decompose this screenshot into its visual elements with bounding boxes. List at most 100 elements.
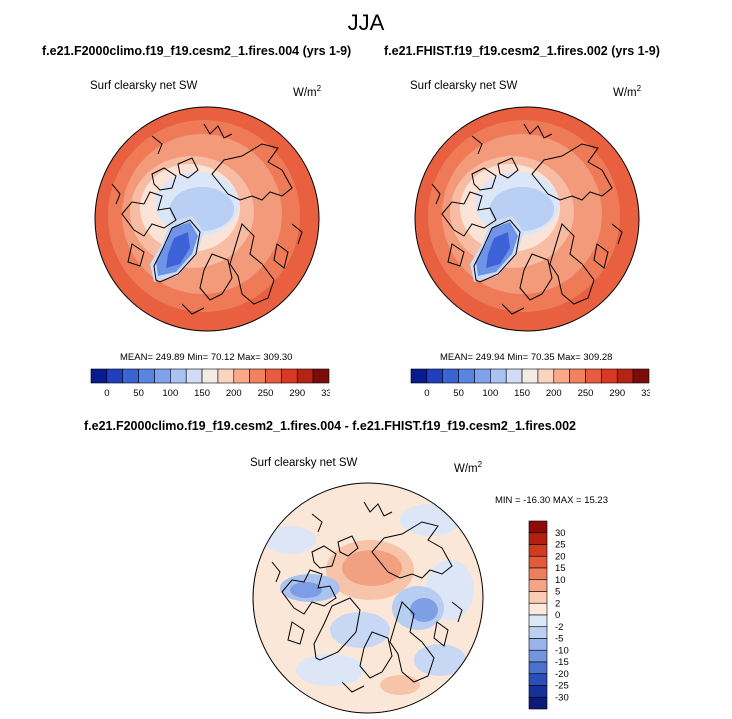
figure-title: JJA: [347, 10, 385, 35]
map-border: [414, 106, 640, 332]
colorbar-swatch: [553, 368, 570, 384]
colorbar-tick-label: 150: [194, 388, 210, 399]
colorbar-swatch: [601, 368, 618, 384]
colorbar-tick-label: 20: [555, 551, 566, 562]
right-colorbar: 0 50 100 150 200 250 290 330: [410, 368, 650, 399]
left-variable-label: Surf clearsky net SW: [90, 80, 198, 92]
colorbar-tick-label: -30: [555, 692, 569, 703]
colorbar-swatch: [569, 368, 586, 384]
colorbar-swatch: [521, 368, 539, 384]
coastlines: [111, 123, 303, 315]
colorbar-tick-label: 0: [104, 388, 109, 399]
colorbar-tick-label: 30: [555, 528, 566, 539]
colorbar-tick-label: 330: [641, 388, 650, 399]
colorbar-tick-label: 50: [133, 388, 144, 399]
colorbar-swatch: [154, 368, 171, 384]
colorbar-tick-label: 150: [514, 388, 530, 399]
diff-field-patch: [264, 526, 316, 554]
coastlines: [271, 501, 463, 693]
diff-field-patch: [400, 504, 460, 536]
colorbar-tick-label: 290: [289, 388, 305, 399]
right-variable-label: Surf clearsky net SW: [410, 80, 518, 92]
colorbar-swatch: [249, 368, 266, 384]
colorbar-swatch: [281, 368, 298, 384]
colorbar-swatch: [90, 368, 108, 384]
right-case-title: f.e21.FHIST.f19_f19.cesm2_1.fires.002 (y…: [384, 44, 660, 58]
colorbar-swatch: [138, 368, 155, 384]
diff-field-cool: [414, 644, 466, 676]
colorbar-tick-label: 2: [555, 598, 560, 609]
colorbar-swatch: [312, 368, 330, 384]
colorbar-swatch: [528, 649, 548, 663]
colorbar-swatch: [201, 368, 219, 384]
colorbar-swatch: [537, 368, 555, 384]
diff-field-patch: [296, 654, 364, 686]
colorbar-swatch: [233, 368, 250, 384]
diff-units-label: W/m2: [454, 460, 483, 475]
colorbar-swatch: [528, 638, 548, 651]
diff-field-warm-core: [342, 550, 402, 586]
diff-variable-label: Surf clearsky net SW: [250, 457, 358, 469]
colorbar-swatch: [528, 579, 548, 592]
colorbar-swatch: [528, 673, 548, 686]
colorbar-tick-label: 50: [453, 388, 464, 399]
colorbar-swatch: [528, 567, 548, 581]
colorbar-tick-label: 10: [555, 575, 566, 586]
diff-field-warm: [380, 675, 420, 695]
colorbar-tick-label: 330: [321, 388, 330, 399]
colorbar-swatch: [122, 368, 139, 384]
colorbar-swatch: [426, 368, 444, 384]
diff-field-cool-core: [410, 598, 438, 622]
colorbar-tick-label: -25: [555, 681, 569, 692]
colorbar-swatch: [585, 368, 602, 384]
colorbar-swatch: [632, 368, 650, 384]
colorbar-tick-label: 100: [482, 388, 498, 399]
colorbar-swatch: [458, 368, 475, 384]
colorbar-swatch: [528, 520, 548, 534]
colorbar-swatch: [410, 368, 428, 384]
diff-stats: MIN = -16.30 MAX = 15.23: [495, 495, 609, 506]
diff-field-cool: [330, 612, 390, 648]
colorbar-swatch: [490, 368, 507, 384]
colorbar-swatch: [528, 544, 548, 557]
left-units-label: W/m2: [293, 84, 322, 99]
colorbar-swatch: [528, 555, 548, 569]
colorbar-tick-label: 0: [555, 610, 560, 621]
colorbar-swatch: [616, 368, 634, 384]
colorbar-tick-label: -15: [555, 657, 569, 668]
colorbar-swatch: [528, 696, 548, 710]
colorbar-tick-label: 0: [424, 388, 429, 399]
colorbar-swatch: [528, 532, 548, 545]
colorbar-tick-label: -20: [555, 669, 569, 680]
colorbar-swatch: [474, 368, 491, 384]
colorbar-swatch: [528, 614, 548, 628]
left-colorbar: 0 50 100 150 200 250 290 330: [90, 368, 330, 399]
colorbar-swatch: [528, 602, 548, 616]
colorbar-tick-label: -10: [555, 645, 569, 656]
coastlines: [431, 123, 623, 315]
colorbar-tick-label: 250: [258, 388, 274, 399]
colorbar-tick-label: 15: [555, 563, 566, 574]
colorbar-swatch: [106, 368, 124, 384]
map-field-greenland-core: [166, 232, 190, 268]
colorbar-tick-label: 5: [555, 587, 560, 598]
colorbar-swatch: [217, 368, 235, 384]
colorbar-tick-label: 25: [555, 540, 566, 551]
right-polar-map: [414, 106, 640, 332]
map-border: [252, 482, 484, 714]
colorbar-tick-label: 200: [546, 388, 562, 399]
colorbar-swatch: [265, 368, 282, 384]
map-border: [94, 106, 320, 332]
colorbar-tick-label: -2: [555, 622, 563, 633]
map-field-greenland-core: [486, 232, 510, 268]
colorbar-swatch: [170, 368, 187, 384]
colorbar-swatch: [528, 626, 548, 639]
colorbar-tick-label: 250: [578, 388, 594, 399]
left-stats: MEAN= 249.89 Min= 70.12 Max= 309.30: [120, 352, 293, 363]
colorbar-tick-label: -5: [555, 634, 563, 645]
colorbar-swatch: [185, 368, 203, 384]
colorbar-tick-label: 290: [609, 388, 625, 399]
diff-field-cool-core: [290, 582, 322, 598]
colorbar-swatch: [528, 685, 548, 698]
